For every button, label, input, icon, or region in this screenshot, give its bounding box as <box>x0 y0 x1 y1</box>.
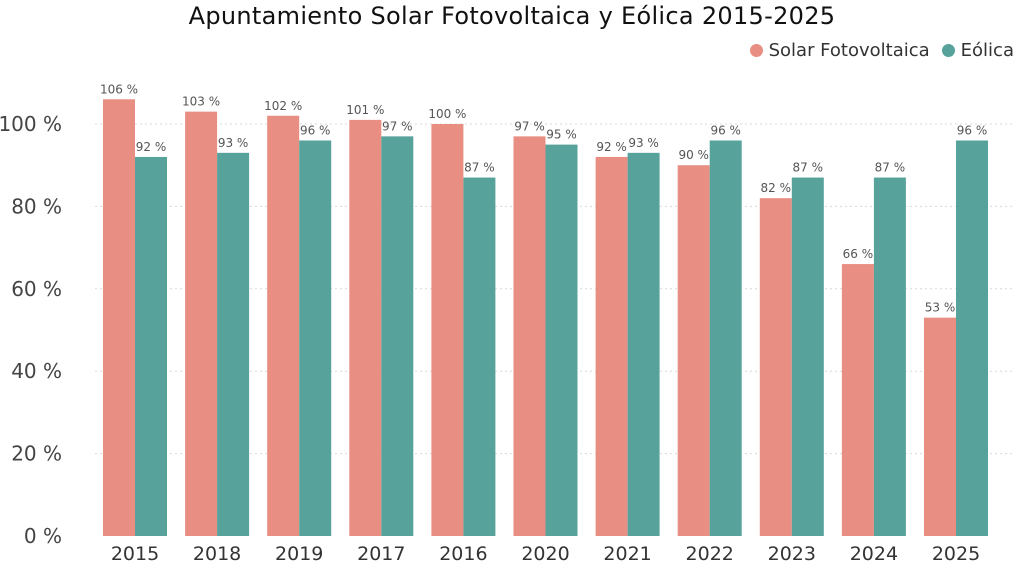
bar-solar <box>349 119 382 536</box>
data-label-eolica: 97 % <box>382 119 413 133</box>
data-label-solar: 102 % <box>264 99 302 113</box>
data-label-eolica: 96 % <box>300 123 331 137</box>
x-tick-label: 2016 <box>439 543 487 565</box>
bar-eolica <box>873 177 906 536</box>
bar-solar <box>759 198 792 536</box>
data-label-eolica: 87 % <box>793 161 824 175</box>
data-label-solar: 90 % <box>678 148 709 162</box>
y-tick-label: 0 % <box>24 524 62 548</box>
x-tick-label: 2025 <box>932 543 980 565</box>
bar-eolica <box>299 140 332 537</box>
bar-eolica <box>381 136 414 537</box>
bar-eolica <box>709 140 742 537</box>
data-label-eolica: 93 % <box>218 136 249 150</box>
data-labels: 106 % 92 % 103 % 93 % 102 % 96 % 101 % 97 % 100 … <box>100 82 987 314</box>
data-label-solar: 92 % <box>596 140 627 154</box>
data-label-solar: 106 % <box>100 82 138 96</box>
bar-eolica <box>217 152 250 536</box>
y-tick-label: 20 % <box>11 442 62 466</box>
bar-solar <box>677 165 710 536</box>
legend-item-solar[interactable]: Solar Fotovoltaica <box>749 40 930 61</box>
x-tick-label: 2019 <box>275 543 323 565</box>
data-label-solar: 66 % <box>843 247 874 261</box>
bar-eolica <box>627 152 660 536</box>
x-tick-label: 2018 <box>193 543 241 565</box>
x-tick-label: 2024 <box>850 543 898 565</box>
x-tick-label: 2023 <box>768 543 816 565</box>
x-tick-label: 2017 <box>357 543 405 565</box>
x-tick-label: 2021 <box>603 543 651 565</box>
chart-title: Apuntamiento Solar Fotovoltaica y Eólica… <box>188 2 836 30</box>
bar-solar <box>924 317 956 536</box>
data-label-solar: 101 % <box>346 103 384 117</box>
bar-solar <box>267 115 300 536</box>
bar-solar <box>431 124 464 536</box>
bar-solar <box>185 111 218 536</box>
legend-item-eolica[interactable]: Eólica <box>941 40 1014 61</box>
bar-eolica <box>463 177 496 536</box>
bar-solar <box>513 136 546 537</box>
bar-eolica <box>135 156 167 536</box>
data-label-eolica: 95 % <box>546 128 577 142</box>
legend: Solar Fotovoltaica Eólica <box>749 40 1014 61</box>
y-tick-label: 100 % <box>0 112 62 136</box>
bar-solar <box>841 264 874 536</box>
data-label-eolica: 87 % <box>464 161 495 175</box>
data-label-eolica: 93 % <box>628 136 659 150</box>
data-label-eolica: 96 % <box>710 123 741 137</box>
data-label-solar: 103 % <box>182 95 220 109</box>
bar-eolica <box>545 144 578 536</box>
data-label-solar: 100 % <box>428 107 466 121</box>
y-tick-label: 40 % <box>11 359 62 383</box>
x-tick-label: 2020 <box>521 543 569 565</box>
data-label-eolica: 87 % <box>875 161 906 175</box>
bars <box>103 99 988 537</box>
bar-eolica <box>956 140 988 537</box>
data-label-solar: 82 % <box>761 181 792 195</box>
y-tick-label: 80 % <box>11 194 62 218</box>
bar-solar <box>595 156 628 536</box>
bar-eolica <box>791 177 824 536</box>
x-tick-label: 2022 <box>686 543 734 565</box>
data-label-eolica: 92 % <box>136 140 167 154</box>
x-tick-label: 2015 <box>111 543 159 565</box>
data-label-eolica: 96 % <box>957 123 988 137</box>
data-label-solar: 97 % <box>514 119 545 133</box>
legend-swatch-solar <box>749 44 763 57</box>
legend-label-eolica: Eólica <box>960 40 1014 61</box>
data-label-solar: 53 % <box>925 301 956 315</box>
bar-solar <box>103 99 135 536</box>
axes: 0 % 20 % 40 % 60 % 80 % 100 % 2015 2018 2019 2017… <box>0 112 980 565</box>
legend-label-solar: Solar Fotovoltaica <box>768 40 930 61</box>
y-tick-label: 60 % <box>11 277 62 301</box>
legend-swatch-eolica <box>941 44 955 57</box>
